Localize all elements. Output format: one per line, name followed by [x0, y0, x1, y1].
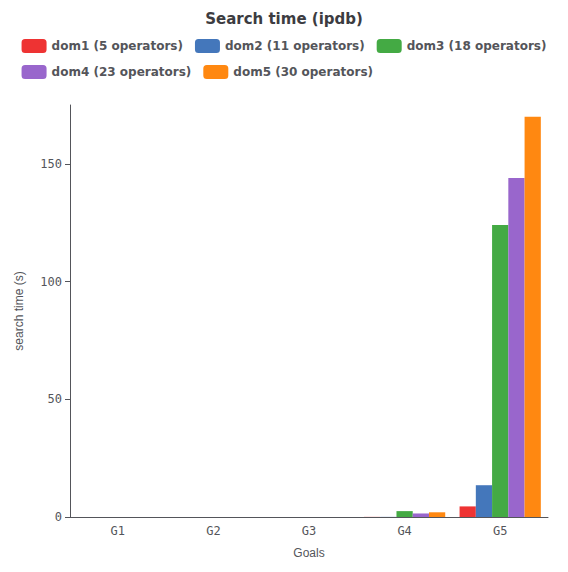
svg-text:50: 50 — [48, 392, 62, 406]
svg-text:G1: G1 — [111, 524, 125, 538]
svg-text:Search time (ipdb): Search time (ipdb) — [205, 10, 363, 28]
svg-text:dom4 (23 operators): dom4 (23 operators) — [52, 65, 192, 79]
svg-text:100: 100 — [40, 275, 62, 289]
svg-text:G2: G2 — [206, 524, 220, 538]
svg-text:Goals: Goals — [293, 546, 324, 560]
svg-text:dom3 (18 operators): dom3 (18 operators) — [407, 39, 547, 53]
svg-text:0: 0 — [55, 510, 62, 524]
svg-text:dom1 (5 operators): dom1 (5 operators) — [52, 39, 183, 53]
svg-text:G3: G3 — [302, 524, 316, 538]
svg-text:search time (s): search time (s) — [12, 271, 26, 350]
svg-text:G4: G4 — [397, 524, 411, 538]
svg-text:dom2 (11 operators): dom2 (11 operators) — [225, 39, 365, 53]
svg-text:dom5 (30 operators): dom5 (30 operators) — [233, 65, 373, 79]
svg-text:G5: G5 — [493, 524, 507, 538]
svg-text:150: 150 — [40, 157, 62, 171]
